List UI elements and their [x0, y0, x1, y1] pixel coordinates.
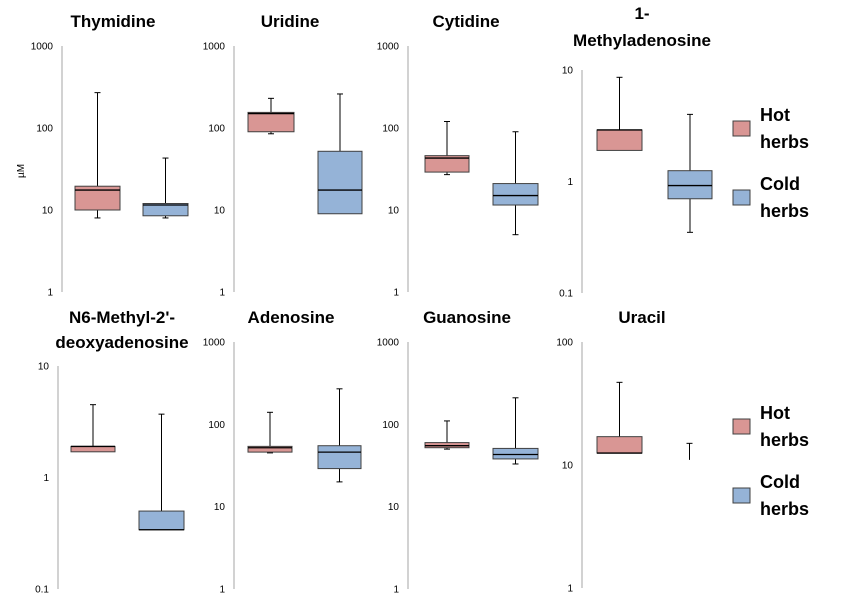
cold-box [317, 150, 363, 215]
y-tick-label: 100 [556, 338, 573, 349]
y-tick-label: 1 [43, 473, 49, 484]
y-tick-label: 100 [382, 124, 399, 135]
legend-label: herbs [760, 201, 809, 221]
hot-box [74, 185, 121, 211]
hot-box [424, 155, 470, 173]
y-tick-label: 1 [219, 288, 225, 299]
legend-swatch-cold [732, 487, 751, 504]
y-tick-label: 1 [393, 585, 399, 596]
y-tick-label: 100 [208, 124, 225, 135]
legend-label: Hot [760, 403, 790, 423]
legend-swatch-hot [732, 418, 751, 435]
panel-title: Uracil [618, 308, 665, 327]
y-tick-label: 1 [393, 288, 399, 299]
y-tick-label: 1000 [203, 338, 226, 349]
panel-title: Uridine [261, 12, 320, 31]
y-tick-label: 10 [562, 461, 574, 472]
y-tick-label: 0.1 [35, 585, 49, 596]
panel-1-methyladenosine: 1- Methyladenosine 0.1 1 10 [559, 4, 713, 300]
hot-box [596, 436, 643, 454]
y-tick-label: 10 [388, 206, 400, 217]
legend-swatch-hot [732, 120, 751, 137]
panel-thymidine: Thymidine 1 10 100 1000 µM [16, 12, 189, 299]
panel-title: Thymidine [70, 12, 155, 31]
hot-box [70, 445, 116, 453]
y-tick-label: 0.1 [559, 289, 573, 300]
y-tick-label: 1000 [377, 42, 400, 53]
cold-box [492, 183, 539, 206]
y-tick-label: 100 [36, 124, 53, 135]
panel-title: deoxyadenosine [55, 333, 188, 352]
panel-uracil: Uracil 1 10 100 [556, 308, 693, 595]
y-tick-label: 1 [567, 584, 573, 595]
y-tick-label: 1 [567, 177, 573, 188]
panel-title: Adenosine [248, 308, 335, 327]
panel-title: Methyladenosine [573, 31, 711, 50]
legend-swatch-cold [732, 189, 751, 206]
panel-guanosine: Guanosine 1 10 100 1000 [377, 308, 539, 596]
y-tick-label: 10 [214, 502, 226, 513]
cold-box [667, 170, 713, 200]
legend-bottom: Hot herbs Cold herbs [732, 403, 809, 519]
y-axis-label: µM [16, 164, 27, 178]
y-tick-label: 10 [42, 206, 54, 217]
y-tick-label: 1000 [377, 338, 400, 349]
y-tick-label: 10 [38, 362, 50, 373]
cold-box [317, 445, 362, 470]
cold-box [142, 203, 189, 217]
legend-label: Cold [760, 174, 800, 194]
panel-adenosine: Adenosine 1 10 100 1000 [203, 308, 362, 596]
panel-cytidine: Cytidine 1 10 100 1000 [377, 12, 539, 299]
hot-box [247, 111, 295, 133]
panel-title: N6-Methyl-2'- [69, 308, 175, 327]
y-tick-label: 1 [47, 288, 53, 299]
y-tick-label: 1 [219, 585, 225, 596]
y-tick-label: 1000 [203, 42, 226, 53]
legend-label: herbs [760, 430, 809, 450]
hot-box [596, 129, 643, 151]
y-tick-label: 10 [214, 206, 226, 217]
y-tick-label: 10 [562, 66, 574, 77]
y-tick-label: 100 [208, 420, 225, 431]
panel-uridine: Uridine 1 10 100 1000 [203, 12, 363, 299]
legend-label: Cold [760, 472, 800, 492]
cold-box [138, 510, 185, 531]
y-tick-label: 10 [388, 502, 400, 513]
legend-top: Hot herbs Cold herbs [732, 105, 809, 221]
y-tick-label: 100 [382, 420, 399, 431]
legend-label: herbs [760, 132, 809, 152]
legend-label: Hot [760, 105, 790, 125]
hot-box [247, 445, 293, 453]
panel-title: Guanosine [423, 308, 511, 327]
y-tick-label: 1000 [31, 42, 54, 53]
panel-title: 1- [634, 4, 649, 23]
panel-title: Cytidine [432, 12, 499, 31]
cold-box [492, 447, 539, 460]
panel-n6-methyl-2-deoxyadenosine: N6-Methyl-2'- deoxyadenosine 0.1 1 10 [35, 308, 189, 596]
legend-label: herbs [760, 499, 809, 519]
